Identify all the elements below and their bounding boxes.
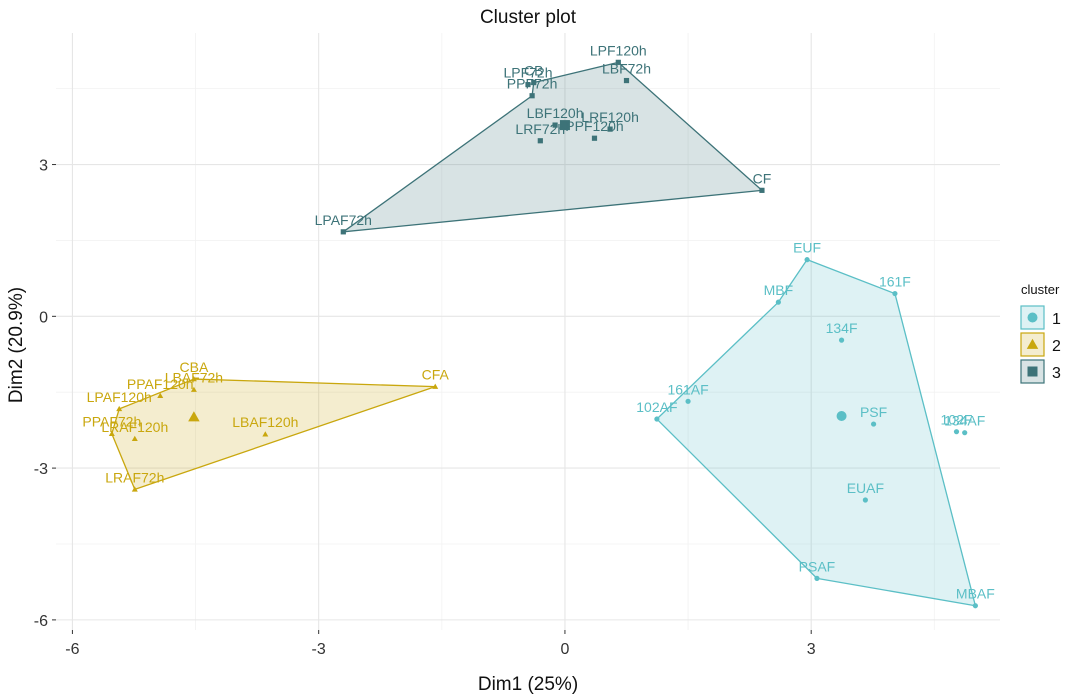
legend-items: 1 2 3: [1020, 305, 1061, 384]
label-161AF: 161AF: [667, 381, 708, 397]
label-PPAF120h: PPAF120h: [127, 376, 194, 392]
point-LRAF72h: [131, 486, 138, 492]
label-LPAF72h: LPAF72h: [315, 212, 372, 228]
point-LRAF120h: [131, 435, 138, 442]
x-tick-label: 0: [560, 641, 569, 658]
cluster-hulls: [111, 61, 977, 607]
label-LBAF72h: LBAF72h: [165, 370, 223, 386]
point-LPF72h: [525, 82, 531, 88]
point-134AF: [962, 430, 968, 436]
y-tick-label: -3: [34, 461, 48, 478]
label-LPAF120h: LPAF120h: [87, 389, 152, 405]
label-134F: 134F: [826, 320, 858, 336]
cluster-2-centroid: [188, 411, 200, 422]
cluster-1-hull: [656, 259, 977, 607]
cluster-3-centroid: [559, 120, 570, 131]
legend-symbol-1: [1027, 312, 1038, 323]
point-EUF: [804, 257, 810, 263]
point-EUAF: [862, 497, 868, 503]
y-axis-ticks: -6 -3 0 3: [34, 158, 56, 630]
point-PPAF120h: [157, 392, 164, 398]
point-PPF72h: [529, 93, 535, 99]
grid-minor-lines: [56, 33, 1000, 630]
point-LPAF120h: [116, 405, 123, 412]
cluster-centroids: [188, 120, 847, 422]
label-102AF: 102AF: [636, 399, 677, 415]
point-MBAF: [972, 603, 978, 609]
y-axis-title: Dim2 (20.9%): [6, 287, 27, 403]
label-EUF: EUF: [793, 240, 821, 256]
point-161F: [892, 290, 898, 297]
label-PSF: PSF: [860, 404, 887, 420]
point-PSAF: [814, 575, 820, 581]
y-tick-label: 3: [39, 158, 48, 175]
x-tick-label: 3: [807, 641, 816, 658]
label-LPF72h: LPF72h: [503, 65, 552, 81]
label-CBA: CBA: [180, 359, 209, 375]
point-MBF: [775, 299, 781, 305]
point-PPF120h: [591, 135, 598, 141]
point-LBF120h: [552, 122, 558, 128]
label-LRAF72h: LRAF72h: [105, 469, 164, 485]
point-LBF72h: [623, 77, 630, 84]
label-LBAF120h: LBAF120h: [232, 414, 298, 430]
label-LBF72h: LBF72h: [602, 61, 651, 77]
label-PPF72h: PPF72h: [507, 76, 558, 92]
point-102AF: [654, 416, 660, 422]
cluster-1-centroid: [836, 410, 847, 421]
point-102F: [953, 429, 960, 435]
chart-title: Cluster plot: [480, 7, 577, 28]
label-PPAF72h: PPAF72h: [82, 414, 141, 430]
point-CFA: [432, 383, 439, 389]
x-tick-label: -3: [312, 641, 326, 658]
legend-symbol-2: [1026, 338, 1039, 349]
label-MBAF: MBAF: [956, 586, 995, 602]
legend: cluster 1 2 3: [1020, 282, 1061, 384]
legend-label-2: 2: [1052, 338, 1061, 355]
label-LRAF120h: LRAF120h: [101, 419, 168, 435]
point-CBA: [190, 376, 197, 382]
label-LBF120h: LBF120h: [527, 105, 584, 121]
point-LBAF120h: [262, 431, 269, 437]
point-PPAF72h: [108, 430, 115, 436]
cluster-3-hull: [342, 61, 763, 233]
point-LBAF72h: [190, 386, 197, 392]
legend-symbol-3: [1027, 366, 1038, 377]
label-LPF120h: LPF120h: [590, 42, 647, 58]
point-LPF120h: [615, 59, 621, 65]
point-161AF: [685, 398, 691, 404]
x-tick-label: -6: [65, 641, 79, 658]
point-CF: [759, 187, 765, 193]
data-points: [108, 59, 978, 609]
label-PSAF: PSAF: [799, 558, 836, 574]
y-tick-label: -6: [34, 613, 48, 630]
label-CFA: CFA: [422, 367, 450, 383]
label-134AF: 134AF: [944, 413, 985, 429]
label-CF: CF: [753, 170, 772, 186]
legend-label-1: 1: [1052, 311, 1061, 328]
label-102F: 102F: [941, 412, 973, 428]
point-LRF72h: [537, 138, 543, 144]
label-LRF72h: LRF72h: [515, 121, 565, 137]
x-axis-ticks: -6 -3 0 3: [65, 630, 816, 658]
point-CB: [531, 79, 537, 86]
point-PSF: [870, 421, 877, 427]
cluster-2-hull: [111, 378, 436, 491]
legend-title: cluster: [1021, 282, 1060, 297]
point-LRF120h: [607, 126, 613, 132]
label-PPF120h: PPF120h: [565, 118, 623, 134]
label-CB: CB: [524, 63, 543, 79]
label-161F: 161F: [879, 274, 911, 290]
x-axis-title: Dim1 (25%): [478, 674, 578, 695]
point-LPAF72h: [340, 229, 346, 235]
grid-major-lines: [56, 33, 1000, 630]
label-EUAF: EUAF: [847, 480, 884, 496]
label-LRF120h: LRF120h: [581, 109, 639, 125]
point-134F: [838, 337, 845, 343]
y-tick-label: 0: [39, 309, 48, 326]
legend-label-3: 3: [1052, 365, 1061, 382]
label-MBF: MBF: [764, 282, 794, 298]
